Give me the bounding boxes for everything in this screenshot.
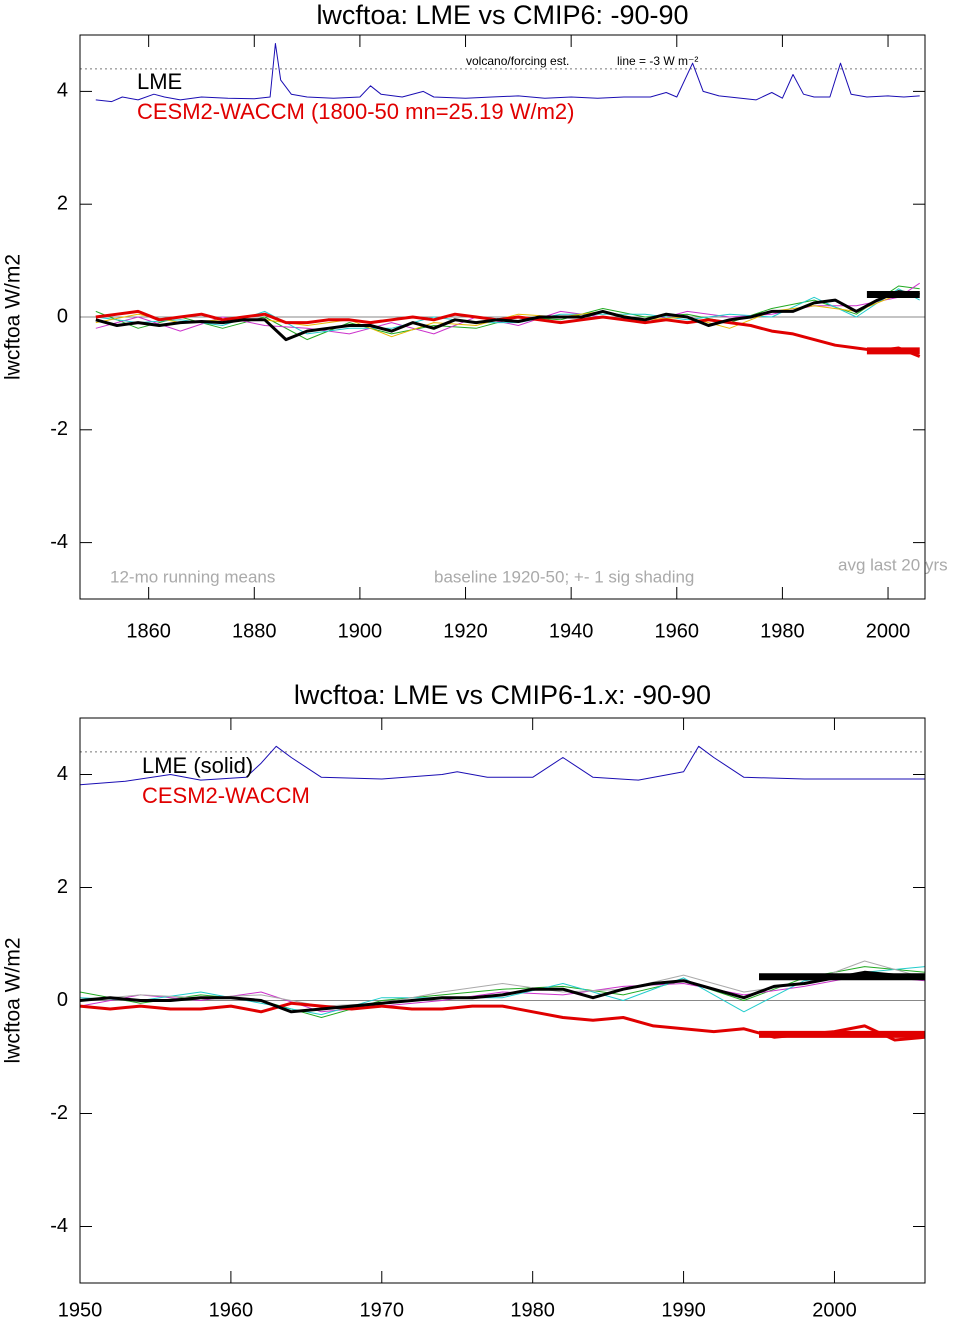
- x-tick-label: 1980: [510, 1299, 555, 1321]
- x-tick-label: 1860: [126, 620, 171, 642]
- y-tick-label: -4: [50, 1215, 68, 1237]
- y-axis-label: lwcftoa W/m2: [2, 254, 25, 380]
- annotation: LME: [137, 69, 182, 94]
- annotation: CESM2-WACCM (1800-50 mn=25.19 W/m2): [137, 99, 574, 124]
- annotation: CESM2-WACCM: [142, 783, 310, 808]
- y-tick-label: 0: [57, 989, 68, 1011]
- plot-frame: [79, 34, 926, 600]
- x-tick-label: 1900: [338, 620, 383, 642]
- x-tick-label: 2000: [812, 1299, 857, 1321]
- panel: lwcftoa: LME vs CMIP6-1.x: -90-90 lwcftoa…: [2, 680, 926, 1321]
- y-tick-label: 2: [57, 192, 68, 214]
- chart-title: lwcftoa: LME vs CMIP6: -90-90: [316, 0, 688, 30]
- x-tick-label: 2000: [866, 620, 911, 642]
- series-line: [95, 285, 920, 341]
- y-tick-label: -4: [50, 531, 68, 553]
- x-tick-label: 1960: [209, 1299, 254, 1321]
- series-line: [95, 43, 920, 103]
- x-tick-label: 1990: [661, 1299, 706, 1321]
- annotation: baseline 1920-50; +- 1 sig shading: [434, 567, 694, 586]
- y-tick-label: 2: [57, 876, 68, 898]
- y-tick-label: 4: [57, 80, 68, 102]
- x-tick-label: 1920: [443, 620, 488, 642]
- annotation: 12-mo running means: [110, 567, 275, 586]
- annotation: LME (solid): [142, 753, 253, 778]
- annotation: avg last 20 yrs: [838, 555, 948, 574]
- chart-title: lwcftoa: LME vs CMIP6-1.x: -90-90: [294, 680, 711, 710]
- x-tick-label: 1980: [760, 620, 805, 642]
- plot-frame: [79, 717, 926, 1284]
- x-tick-label: 1880: [232, 620, 277, 642]
- annotation: line = -3 W m⁻²: [617, 54, 698, 68]
- x-tick-label: 1950: [58, 1299, 103, 1321]
- series-line: [79, 966, 926, 1016]
- series-line: [95, 290, 920, 342]
- y-tick-label: 4: [57, 763, 68, 785]
- x-tick-label: 1970: [360, 1299, 405, 1321]
- y-tick-label: -2: [50, 1102, 68, 1124]
- series-line: [95, 291, 920, 338]
- series-line: [79, 745, 925, 786]
- panel: lwcftoa: LME vs CMIP6: -90-90 lwcftoa W/m…: [2, 0, 948, 642]
- y-tick-label: 0: [57, 305, 68, 327]
- series-line: [79, 970, 925, 1014]
- x-tick-label: 1940: [549, 620, 594, 642]
- y-tick-label: -2: [50, 418, 68, 440]
- series-line: [95, 309, 921, 358]
- annotation: volcano/forcing est.: [466, 54, 569, 68]
- y-axis-label: lwcftoa W/m2: [2, 937, 25, 1063]
- x-tick-label: 1960: [655, 620, 700, 642]
